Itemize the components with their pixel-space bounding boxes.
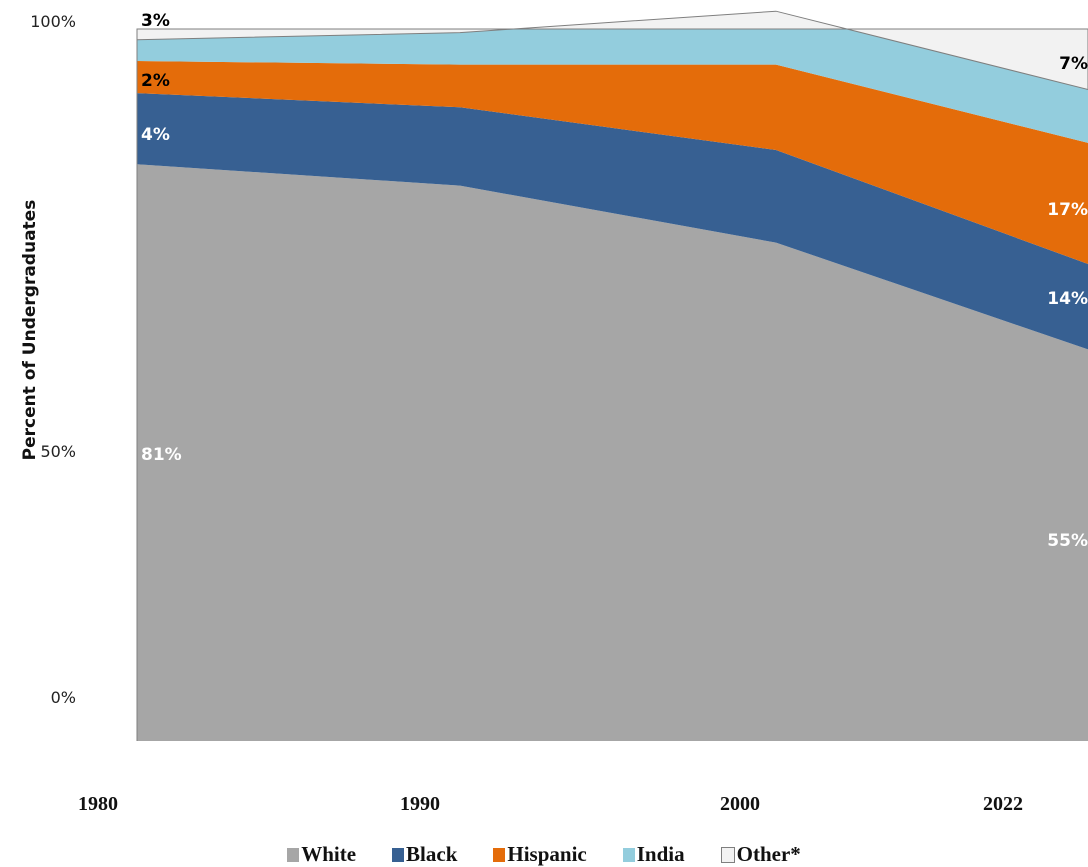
data-label: 4% bbox=[141, 124, 170, 145]
data-label: 3% bbox=[141, 10, 170, 31]
legend-swatch bbox=[622, 847, 635, 862]
legend-item: Hispanic bbox=[493, 842, 587, 867]
x-tick-label: 1990 bbox=[400, 793, 440, 815]
legend: White Black Hispanic India Other* bbox=[0, 842, 1088, 867]
legend-item: India bbox=[622, 842, 685, 867]
legend-label: India bbox=[636, 842, 685, 866]
area-white bbox=[137, 164, 1088, 742]
y-tick-label: 100% bbox=[30, 12, 76, 31]
area-india bbox=[137, 11, 1088, 143]
data-label: 14% bbox=[1047, 288, 1088, 309]
x-tick-label: 2000 bbox=[720, 793, 760, 815]
y-tick-label: 0% bbox=[50, 688, 76, 707]
data-label: 7% bbox=[1059, 53, 1088, 74]
data-label: 2% bbox=[141, 71, 170, 92]
legend-item: White bbox=[287, 842, 356, 867]
legend-label: Hispanic bbox=[507, 842, 587, 866]
legend-swatch bbox=[392, 847, 405, 862]
legend-label: Black bbox=[406, 842, 458, 866]
area-other bbox=[136, 10, 1088, 91]
y-axis-label: Percent of Undergraduates bbox=[20, 199, 40, 461]
x-tick-label: 1980 bbox=[78, 793, 118, 815]
legend-item: Other* bbox=[720, 842, 801, 867]
data-label: 81% bbox=[141, 445, 182, 466]
area-black bbox=[137, 93, 1088, 350]
data-label: 55% bbox=[1047, 530, 1088, 551]
x-tick-label: 2022 bbox=[983, 793, 1023, 815]
legend-label: Other* bbox=[736, 842, 801, 866]
legend-label: White bbox=[301, 842, 357, 866]
y-tick-label: 50% bbox=[40, 442, 76, 461]
data-label: 17% bbox=[1047, 199, 1088, 220]
area-hispanic bbox=[137, 61, 1088, 264]
legend-item: Black bbox=[392, 842, 457, 867]
legend-swatch bbox=[493, 847, 506, 862]
legend-swatch bbox=[720, 846, 735, 863]
legend-swatch bbox=[287, 847, 300, 862]
